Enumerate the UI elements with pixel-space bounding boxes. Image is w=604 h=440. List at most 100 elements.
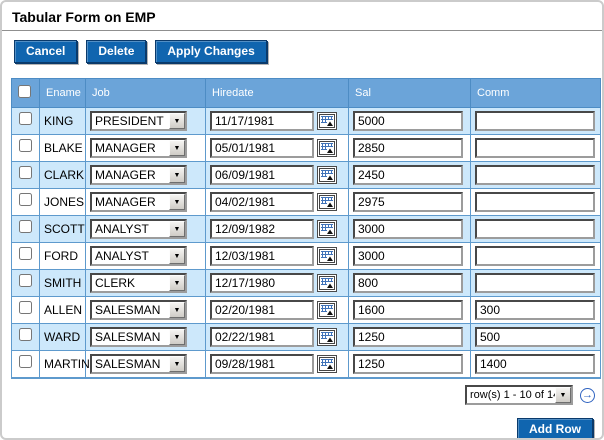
hiredate-input[interactable] (210, 327, 314, 347)
calendar-picker-button[interactable] (317, 247, 337, 265)
job-select[interactable]: PRESIDENT ▼ (90, 111, 187, 131)
hiredate-input[interactable] (210, 273, 314, 293)
chevron-down-icon[interactable]: ▼ (169, 221, 185, 237)
table-row: SMITH CLERK ▼ (11, 269, 601, 297)
comm-input[interactable] (475, 165, 595, 185)
next-page-icon[interactable]: → (580, 387, 595, 403)
column-header-job: Job (85, 78, 206, 108)
hiredate-input[interactable] (210, 300, 314, 320)
hiredate-input[interactable] (210, 354, 314, 374)
select-all-checkbox[interactable] (18, 85, 31, 98)
chevron-down-icon[interactable]: ▼ (555, 387, 571, 403)
comm-input[interactable] (475, 354, 595, 374)
row-checkbox[interactable] (19, 112, 32, 125)
header-row: Ename Job Hiredate Sal Comm (11, 78, 601, 108)
comm-input[interactable] (475, 138, 595, 158)
row-checkbox[interactable] (19, 301, 32, 314)
job-select[interactable]: CLERK ▼ (90, 273, 187, 293)
add-row-button[interactable]: Add Row (517, 418, 593, 438)
sal-input[interactable] (353, 246, 463, 266)
chevron-down-icon[interactable]: ▼ (169, 113, 185, 129)
job-select[interactable]: SALESMAN ▼ (90, 354, 187, 374)
sal-input[interactable] (353, 300, 463, 320)
job-select-value: SALESMAN (95, 330, 161, 344)
sal-input[interactable] (353, 327, 463, 347)
calendar-picker-button[interactable] (317, 328, 337, 346)
calendar-picker-button[interactable] (317, 166, 337, 184)
chevron-down-icon[interactable]: ▼ (169, 248, 185, 264)
comm-input[interactable] (475, 192, 595, 212)
sal-input[interactable] (353, 165, 463, 185)
calendar-icon (319, 357, 335, 371)
hiredate-input[interactable] (210, 219, 314, 239)
comm-input[interactable] (475, 219, 595, 239)
comm-input[interactable] (475, 273, 595, 293)
calendar-picker-button[interactable] (317, 274, 337, 292)
job-select[interactable]: ANALYST ▼ (90, 219, 187, 239)
sal-input[interactable] (353, 219, 463, 239)
sal-input[interactable] (353, 273, 463, 293)
sal-input[interactable] (353, 138, 463, 158)
hiredate-input[interactable] (210, 138, 314, 158)
row-checkbox[interactable] (19, 274, 32, 287)
chevron-down-icon[interactable]: ▼ (169, 302, 185, 318)
row-checkbox[interactable] (19, 166, 32, 179)
hiredate-cell (205, 215, 349, 243)
calendar-picker-button[interactable] (317, 139, 337, 157)
sal-input[interactable] (353, 354, 463, 374)
row-select-cell (11, 107, 40, 135)
comm-input[interactable] (475, 327, 595, 347)
job-select-value: CLERK (95, 276, 136, 290)
comm-input[interactable] (475, 111, 595, 131)
job-select[interactable]: MANAGER ▼ (90, 138, 187, 158)
calendar-picker-button[interactable] (317, 220, 337, 238)
job-select-value: MANAGER (95, 195, 156, 209)
job-select[interactable]: ANALYST ▼ (90, 246, 187, 266)
table-row: SCOTT ANALYST ▼ (11, 215, 601, 243)
chevron-down-icon[interactable]: ▼ (169, 140, 185, 156)
comm-input[interactable] (475, 300, 595, 320)
job-select[interactable]: MANAGER ▼ (90, 192, 187, 212)
calendar-picker-button[interactable] (317, 301, 337, 319)
apply-changes-button[interactable]: Apply Changes (155, 40, 267, 63)
calendar-picker-button[interactable] (317, 355, 337, 373)
hiredate-cell (205, 134, 349, 162)
chevron-down-icon[interactable]: ▼ (169, 329, 185, 345)
row-checkbox[interactable] (19, 220, 32, 233)
hiredate-input[interactable] (210, 192, 314, 212)
calendar-icon (319, 276, 335, 290)
sal-input[interactable] (353, 111, 463, 131)
calendar-picker-button[interactable] (317, 193, 337, 211)
hiredate-input[interactable] (210, 165, 314, 185)
sal-cell (348, 296, 471, 324)
delete-button[interactable]: Delete (86, 40, 147, 63)
hiredate-input[interactable] (210, 111, 314, 131)
ename-cell: CLARK (39, 161, 86, 189)
table-row: CLARK MANAGER ▼ (11, 161, 601, 189)
calendar-picker-button[interactable] (317, 112, 337, 130)
pagination-range-select[interactable]: row(s) 1 - 10 of 14 ▼ (465, 385, 573, 405)
cancel-button[interactable]: Cancel (14, 40, 78, 63)
row-checkbox[interactable] (19, 139, 32, 152)
sal-cell (348, 188, 471, 216)
chevron-down-icon[interactable]: ▼ (169, 194, 185, 210)
job-select[interactable]: MANAGER ▼ (90, 165, 187, 185)
job-select[interactable]: SALESMAN ▼ (90, 300, 187, 320)
chevron-down-icon[interactable]: ▼ (169, 275, 185, 291)
job-select-value: SALESMAN (95, 357, 161, 371)
sal-input[interactable] (353, 192, 463, 212)
row-checkbox[interactable] (19, 355, 32, 368)
calendar-icon (319, 195, 335, 209)
row-select-cell (11, 296, 40, 324)
row-checkbox[interactable] (19, 328, 32, 341)
comm-input[interactable] (475, 246, 595, 266)
sal-cell (348, 215, 471, 243)
chevron-down-icon[interactable]: ▼ (169, 167, 185, 183)
row-checkbox[interactable] (19, 193, 32, 206)
row-checkbox[interactable] (19, 247, 32, 260)
chevron-down-icon[interactable]: ▼ (169, 356, 185, 372)
job-select[interactable]: SALESMAN ▼ (90, 327, 187, 347)
row-select-cell (11, 323, 40, 351)
comm-cell (470, 134, 601, 162)
hiredate-input[interactable] (210, 246, 314, 266)
